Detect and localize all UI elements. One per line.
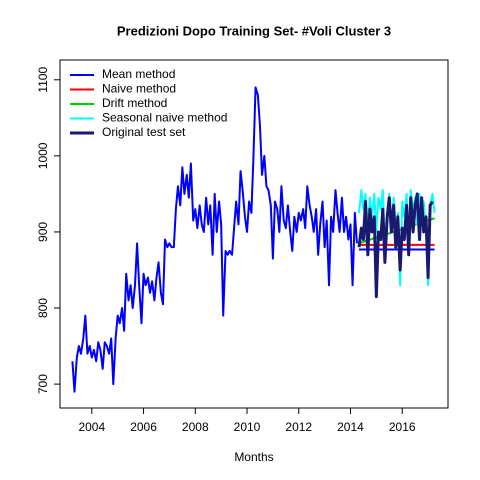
x-tick-label: 2010 (234, 420, 261, 434)
x-tick-label: 2006 (130, 420, 157, 434)
legend-label: Original test set (102, 125, 186, 139)
x-tick-label: 2016 (389, 420, 416, 434)
legend-label: Drift method (102, 96, 167, 110)
plot-box (59, 59, 449, 409)
y-tick-label: 1100 (36, 67, 50, 93)
legend-label: Mean method (102, 67, 175, 81)
y-tick-label: 700 (36, 374, 50, 394)
y-tick-label: 900 (36, 222, 50, 242)
x-tick-label: 2014 (337, 420, 364, 434)
x-tick-label: 2004 (78, 420, 105, 434)
series-line (71, 86, 358, 393)
y-tick-label: 800 (36, 298, 50, 318)
x-tick-label: 2008 (182, 420, 209, 434)
legend-label: Naive method (102, 82, 176, 96)
x-tick-label: 2012 (285, 420, 312, 434)
legend-label: Seasonal naive method (102, 111, 227, 125)
x-axis-label: Months (234, 450, 273, 464)
y-tick-label: 1000 (36, 142, 50, 169)
series-line (357, 192, 434, 299)
chart-title: Predizioni Dopo Training Set- #Voli Clus… (117, 23, 391, 38)
